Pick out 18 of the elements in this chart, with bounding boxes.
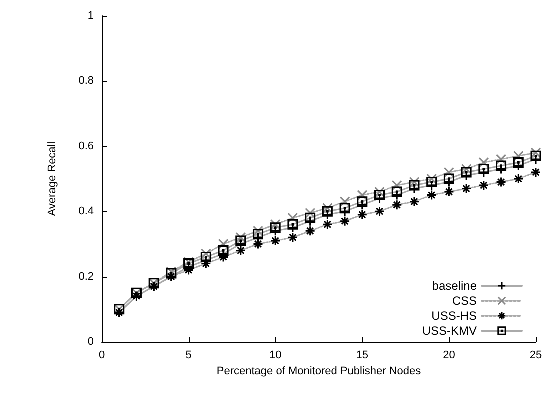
x-tick-label: 25 [530,350,542,362]
y-tick-label: 1 [88,10,94,22]
legend-label: CSS [452,294,477,308]
x-tick-label: 0 [98,350,106,362]
y-tick-label: 0.2 [78,270,94,283]
x-tick-label: 15 [356,350,369,362]
x-tick-label: 20 [443,350,456,362]
legend-label: USS-KMV [422,324,477,338]
x-tick-label: 10 [269,350,282,362]
y-tick-label: 0.6 [78,140,94,152]
legend-label: baseline [432,279,478,293]
y-tick-label: 0 [88,336,94,348]
y-tick-label: 0.4 [78,206,94,218]
y-tick-label: 0.8 [78,75,94,88]
legend-label: USS-HS [432,309,477,323]
x-axis-title: Percentage of Monitored Publisher Nodes [216,366,422,378]
x-tick-label: 5 [186,350,192,362]
y-axis-title: Average Recall [46,142,58,216]
